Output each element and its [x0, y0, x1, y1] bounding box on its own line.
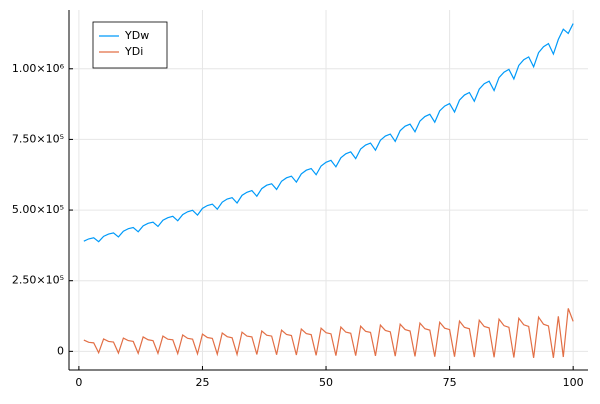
- x-tick-label: 50: [319, 376, 333, 389]
- y-tick-label: 0: [57, 344, 64, 357]
- y-tick-label: 7.50×10⁵: [12, 132, 64, 145]
- series-line: [83, 23, 574, 243]
- series-line: [83, 308, 574, 358]
- x-tick-label: 0: [75, 376, 82, 389]
- legend-label: YDw: [124, 29, 149, 42]
- y-tick-label: 2.50×10⁵: [12, 274, 64, 287]
- legend-box: [92, 21, 168, 69]
- legend-label: YDi: [124, 45, 143, 58]
- legend: YDw YDi: [92, 21, 168, 69]
- x-tick-label: 100: [563, 376, 584, 389]
- y-tick-label: 1.00×10⁶: [12, 62, 65, 75]
- x-tick-label: 25: [195, 376, 209, 389]
- y-tick-label: 5.00×10⁵: [12, 203, 64, 216]
- x-tick-label: 75: [443, 376, 457, 389]
